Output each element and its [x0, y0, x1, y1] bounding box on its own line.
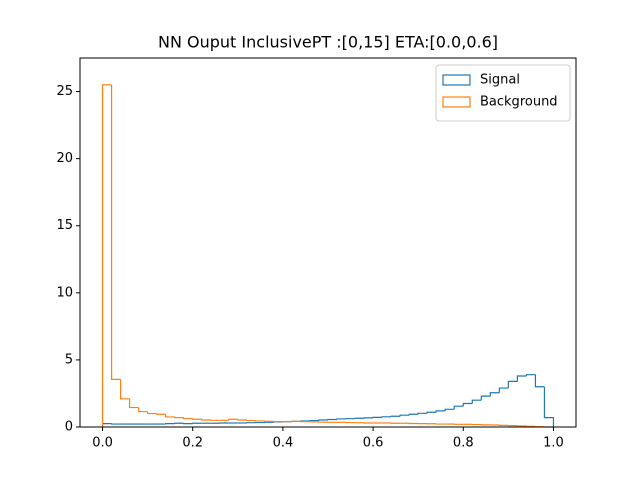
hist-step	[399, 414, 410, 417]
hist-step	[110, 84, 121, 380]
chart-title: NN Ouput InclusivePT :[0,15] ETA:[0.0,0.…	[158, 33, 498, 52]
hist-step	[174, 416, 184, 419]
hist-step	[543, 386, 555, 427]
hist-step	[408, 413, 419, 416]
hist-step	[327, 418, 338, 421]
hist-step	[489, 392, 500, 397]
hist-step	[183, 417, 193, 420]
hist-step	[138, 407, 148, 413]
hist-step	[471, 399, 482, 404]
hist-step	[444, 408, 455, 411]
hist-step	[147, 411, 157, 415]
x-tick-label: 0.4	[273, 436, 294, 451]
hist-step	[129, 398, 139, 409]
hist-step	[390, 415, 401, 417]
legend: Signal Background	[435, 64, 571, 122]
hist-step	[237, 419, 247, 421]
legend-swatch	[442, 74, 471, 86]
hist-step	[435, 410, 446, 413]
y-tick-label: 10	[56, 285, 73, 300]
hist-step	[228, 418, 238, 421]
plot-frame	[79, 57, 577, 428]
hist-step	[516, 375, 527, 382]
x-tick-label: 1.0	[543, 436, 564, 451]
hist-step	[453, 405, 464, 410]
hist-step	[498, 387, 509, 393]
x-tick-label: 0.8	[453, 436, 474, 451]
hist-step	[119, 379, 130, 400]
hist-step	[525, 374, 536, 377]
y-tick-label: 0	[65, 420, 73, 435]
x-tick-label: 0.6	[363, 436, 384, 451]
hist-step	[192, 418, 202, 420]
y-tick-label: 20	[56, 151, 73, 166]
hist-step	[480, 395, 491, 401]
hist-step	[426, 411, 437, 414]
hist-step	[318, 419, 328, 421]
y-tick-label: 5	[65, 352, 73, 367]
hist-step	[246, 419, 256, 422]
hist-step	[336, 418, 347, 420]
y-tick-label: 15	[56, 218, 73, 233]
legend-label: Background	[480, 95, 558, 110]
hist-step	[372, 416, 383, 418]
hist-step	[534, 374, 545, 388]
hist-step	[417, 412, 428, 415]
x-tick-label: 0.2	[182, 436, 203, 451]
hist-step	[462, 402, 473, 407]
hist-step	[165, 414, 175, 418]
hist-step	[507, 380, 518, 389]
y-tick-label: 25	[56, 84, 73, 99]
hist-step	[101, 84, 112, 427]
hist-step	[156, 413, 166, 415]
legend-swatch	[442, 96, 471, 108]
hist-step	[381, 416, 392, 418]
x-tick-label: 0.0	[92, 436, 113, 451]
legend-label: Signal	[480, 73, 520, 88]
hist-step	[201, 419, 211, 421]
